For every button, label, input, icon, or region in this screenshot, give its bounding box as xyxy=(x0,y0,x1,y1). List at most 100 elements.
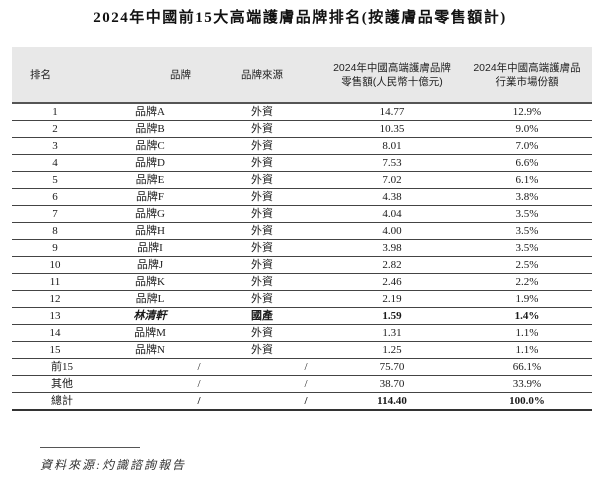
origin-cell: 國產 xyxy=(202,307,322,325)
share-cell: 1.4% xyxy=(462,307,592,325)
sales-cell: 2.82 xyxy=(322,256,462,274)
share-cell: 1.9% xyxy=(462,290,592,308)
header-sales: 2024年中國高端護膚品牌 零售額(人民幣十億元) xyxy=(322,47,462,104)
sales-cell: 2.46 xyxy=(322,273,462,291)
table-row: 6 品牌F 外資 4.38 3.8% xyxy=(12,188,592,206)
brand-cell: 品牌E xyxy=(98,171,202,189)
rank-cell: 14 xyxy=(12,324,98,342)
share-cell: 1.1% xyxy=(462,324,592,342)
rank-cell: 2 xyxy=(12,120,98,138)
share-cell: 100.0% xyxy=(462,392,592,411)
brand-cell: 品牌H xyxy=(98,222,202,240)
origin-cell: 外資 xyxy=(202,222,322,240)
summary-label: 前15 xyxy=(12,358,98,376)
brand-cell: 品牌L xyxy=(98,290,202,308)
brand-cell: 林清軒 xyxy=(98,307,202,325)
share-cell: 6.6% xyxy=(462,154,592,172)
rank-cell: 3 xyxy=(12,137,98,155)
summary-row-top15: 前15 / / 75.70 66.1% xyxy=(12,358,592,376)
share-cell: 2.2% xyxy=(462,273,592,291)
share-cell: 12.9% xyxy=(462,103,592,121)
sales-cell: 4.00 xyxy=(322,222,462,240)
brand-cell: 品牌D xyxy=(98,154,202,172)
sales-cell: 14.77 xyxy=(322,103,462,121)
header-share-line1: 2024年中國高端護膚品 xyxy=(473,61,581,74)
sales-cell: 1.25 xyxy=(322,341,462,359)
summary-label: 其他 xyxy=(12,375,98,393)
sales-cell: 8.01 xyxy=(322,137,462,155)
header-origin: 品牌來源 xyxy=(202,47,322,104)
footnote-divider xyxy=(40,447,140,448)
origin-cell: 外資 xyxy=(202,341,322,359)
sales-cell: 75.70 xyxy=(322,358,462,376)
summary-row-total: 總計 / / 114.40 100.0% xyxy=(12,392,592,411)
brand-cell: 品牌N xyxy=(98,341,202,359)
rank-cell: 9 xyxy=(12,239,98,257)
brand-cell: / xyxy=(98,375,202,393)
rank-cell: 6 xyxy=(12,188,98,206)
rank-cell: 15 xyxy=(12,341,98,359)
origin-cell: 外資 xyxy=(202,256,322,274)
table-row: 14 品牌M 外資 1.31 1.1% xyxy=(12,324,592,342)
rank-cell: 8 xyxy=(12,222,98,240)
rank-cell: 10 xyxy=(12,256,98,274)
share-cell: 33.9% xyxy=(462,375,592,393)
origin-cell: 外資 xyxy=(202,137,322,155)
share-cell: 3.5% xyxy=(462,205,592,223)
brand-cell: 品牌B xyxy=(98,120,202,138)
sales-cell: 114.40 xyxy=(322,392,462,411)
origin-cell: 外資 xyxy=(202,324,322,342)
brand-cell: 品牌G xyxy=(98,205,202,223)
table-row: 11 品牌K 外資 2.46 2.2% xyxy=(12,273,592,291)
rank-cell: 4 xyxy=(12,154,98,172)
header-rank: 排名 xyxy=(12,47,98,104)
brand-cell: 品牌F xyxy=(98,188,202,206)
header-sales-line1: 2024年中國高端護膚品牌 xyxy=(333,61,451,74)
page-title: 2024年中國前15大高端護膚品牌排名(按護膚品零售額計) xyxy=(93,10,507,26)
origin-cell: 外資 xyxy=(202,171,322,189)
share-cell: 3.5% xyxy=(462,222,592,240)
table-row: 1 品牌A 外資 14.77 12.9% xyxy=(12,103,592,121)
share-cell: 2.5% xyxy=(462,256,592,274)
brand-cell: 品牌I xyxy=(98,239,202,257)
origin-cell: 外資 xyxy=(202,188,322,206)
share-cell: 66.1% xyxy=(462,358,592,376)
share-cell: 1.1% xyxy=(462,341,592,359)
brand-cell: / xyxy=(98,358,202,376)
origin-cell: / xyxy=(202,392,322,411)
brand-ranking-table: 排名 品牌 品牌來源 2024年中國高端護膚品牌 零售額(人民幣十億元) 202… xyxy=(12,47,592,411)
brand-cell: 品牌K xyxy=(98,273,202,291)
sales-cell: 38.70 xyxy=(322,375,462,393)
table-row: 4 品牌D 外資 7.53 6.6% xyxy=(12,154,592,172)
origin-cell: 外資 xyxy=(202,154,322,172)
brand-cell: 品牌J xyxy=(98,256,202,274)
share-cell: 9.0% xyxy=(462,120,592,138)
table-row: 10 品牌J 外資 2.82 2.5% xyxy=(12,256,592,274)
origin-cell: 外資 xyxy=(202,290,322,308)
header-share: 2024年中國高端護膚品 行業市場份額 xyxy=(462,47,592,104)
table-row: 12 品牌L 外資 2.19 1.9% xyxy=(12,290,592,308)
rank-cell: 1 xyxy=(12,103,98,121)
share-cell: 3.5% xyxy=(462,239,592,257)
origin-cell: 外資 xyxy=(202,273,322,291)
brand-cell: 品牌M xyxy=(98,324,202,342)
table-row: 15 品牌N 外資 1.25 1.1% xyxy=(12,341,592,359)
table-row: 8 品牌H 外資 4.00 3.5% xyxy=(12,222,592,240)
header-sales-line2: 零售額(人民幣十億元) xyxy=(341,75,443,88)
sales-cell: 1.31 xyxy=(322,324,462,342)
sales-cell: 10.35 xyxy=(322,120,462,138)
brand-cell: / xyxy=(98,392,202,411)
origin-cell: 外資 xyxy=(202,205,322,223)
summary-label: 總計 xyxy=(12,392,98,411)
brand-cell: 品牌C xyxy=(98,137,202,155)
sales-cell: 7.53 xyxy=(322,154,462,172)
table-row: 7 品牌G 外資 4.04 3.5% xyxy=(12,205,592,223)
source-footnote: 資料來源:灼識諮詢報告 xyxy=(40,458,186,472)
origin-cell: 外資 xyxy=(202,239,322,257)
origin-cell: / xyxy=(202,375,322,393)
rank-cell: 13 xyxy=(12,307,98,325)
header-share-line2: 行業市場份額 xyxy=(495,75,559,88)
sales-cell: 4.04 xyxy=(322,205,462,223)
sales-cell: 7.02 xyxy=(322,171,462,189)
header-brand: 品牌 xyxy=(98,47,202,104)
